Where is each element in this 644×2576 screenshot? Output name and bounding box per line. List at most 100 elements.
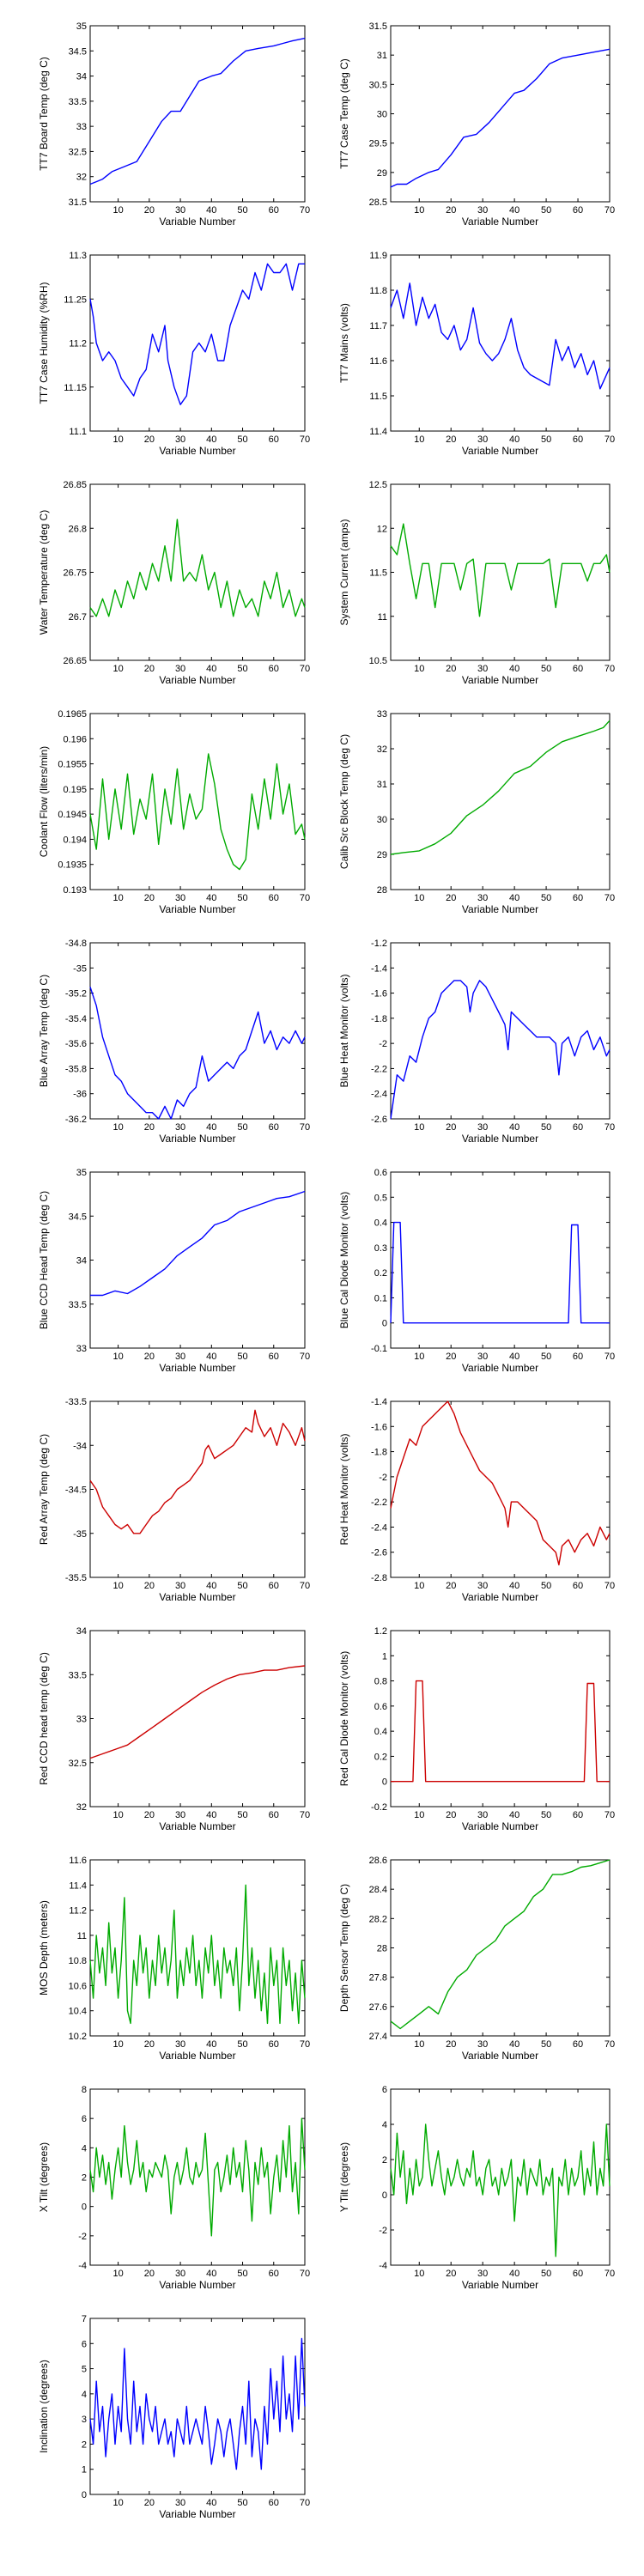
x-axis-label: Variable Number bbox=[462, 2279, 538, 2291]
x-tick-label: 20 bbox=[144, 2269, 155, 2279]
y-tick-label: 11.6 bbox=[369, 356, 387, 367]
x-tick-label: 70 bbox=[605, 664, 615, 674]
y-tick-label: 26.8 bbox=[69, 524, 87, 534]
x-tick-label: 20 bbox=[446, 2269, 456, 2279]
x-tick-label: 70 bbox=[300, 205, 310, 216]
x-tick-label: 70 bbox=[300, 664, 310, 674]
plot-frame bbox=[89, 2088, 306, 2266]
chart-panel: 10 20 30 40 50 60 70 0.193 0.1935 0.194 0.1945 0.19… bbox=[38, 709, 310, 915]
y-tick-label: -34.5 bbox=[65, 1485, 87, 1496]
x-tick-label: 10 bbox=[414, 1122, 424, 1133]
data-series-line bbox=[89, 37, 306, 185]
y-tick-label: 4 bbox=[82, 2390, 87, 2400]
y-tick-label: 11.8 bbox=[369, 286, 387, 296]
data-series-line bbox=[390, 980, 611, 1120]
y-tick-label: 34.5 bbox=[69, 1212, 87, 1222]
x-tick-label: 60 bbox=[573, 1581, 583, 1591]
y-tick-label: -0.1 bbox=[371, 1344, 387, 1354]
y-tick-label: 30 bbox=[377, 110, 387, 120]
x-tick-label: 70 bbox=[300, 1810, 310, 1820]
x-tick-label: 10 bbox=[112, 1810, 123, 1820]
y-axis-label: Red Array Temp (deg C) bbox=[38, 1434, 50, 1545]
y-axis-label: TT7 Case Temp (deg C) bbox=[338, 58, 350, 169]
y-axis-label: Coolant Flow (liters/min) bbox=[38, 746, 50, 857]
y-tick-label: -1.2 bbox=[371, 939, 387, 949]
x-tick-label: 50 bbox=[541, 1810, 551, 1820]
y-tick-label: 0.1965 bbox=[58, 709, 87, 720]
x-tick-label: 70 bbox=[605, 2039, 615, 2050]
y-tick-label: 0 bbox=[82, 2490, 87, 2500]
y-tick-label: -2 bbox=[379, 2226, 387, 2236]
y-tick-label: 0.6 bbox=[374, 1168, 387, 1178]
x-tick-label: 70 bbox=[300, 1122, 310, 1133]
x-tick-label: 20 bbox=[446, 1352, 456, 1362]
y-tick-label: 32.5 bbox=[69, 1759, 87, 1769]
x-tick-label: 10 bbox=[414, 1581, 424, 1591]
y-tick-label: 33.5 bbox=[69, 1300, 87, 1310]
x-tick-label: 20 bbox=[446, 434, 456, 445]
x-tick-label: 20 bbox=[446, 1581, 456, 1591]
y-tick-label: 11.5 bbox=[369, 392, 387, 402]
y-tick-label: 34 bbox=[76, 1626, 87, 1637]
y-axis-label: TT7 Board Temp (deg C) bbox=[38, 57, 50, 171]
y-tick-label: 31.5 bbox=[369, 21, 387, 32]
y-tick-label: 29 bbox=[377, 168, 387, 179]
y-tick-label: 34.5 bbox=[69, 46, 87, 57]
x-tick-label: 50 bbox=[541, 1122, 551, 1133]
data-series-line bbox=[89, 519, 306, 617]
chart-panel: 10 20 30 40 50 60 70 11.4 11.5 11.6 11.7 11.8 11.9 Va… bbox=[338, 251, 615, 457]
y-tick-label: 11.25 bbox=[64, 295, 87, 305]
y-tick-label: 5 bbox=[82, 2365, 87, 2375]
y-tick-label: 0.4 bbox=[374, 1218, 387, 1229]
x-tick-label: 50 bbox=[541, 1352, 551, 1362]
x-tick-label: 40 bbox=[509, 664, 519, 674]
x-tick-label: 70 bbox=[300, 434, 310, 445]
data-series-line bbox=[89, 753, 306, 871]
x-tick-label: 10 bbox=[112, 2039, 123, 2050]
y-tick-label: -2 bbox=[78, 2232, 87, 2242]
y-axis-label: Blue Cal Diode Monitor (volts) bbox=[338, 1192, 350, 1328]
y-tick-label: 35 bbox=[76, 21, 87, 32]
x-axis-label: Variable Number bbox=[462, 674, 538, 686]
x-axis-label: Variable Number bbox=[159, 216, 235, 228]
y-tick-label: 0.2 bbox=[374, 1752, 387, 1762]
x-axis-label: Variable Number bbox=[462, 445, 538, 457]
x-tick-label: 60 bbox=[269, 2498, 279, 2508]
y-tick-label: -2 bbox=[379, 1039, 387, 1049]
x-tick-label: 50 bbox=[541, 1581, 551, 1591]
x-tick-label: 70 bbox=[300, 2039, 310, 2050]
y-tick-label: 10.5 bbox=[369, 656, 387, 666]
x-tick-label: 50 bbox=[237, 893, 247, 903]
data-series-line bbox=[390, 720, 611, 855]
x-tick-label: 30 bbox=[477, 1352, 488, 1362]
x-tick-label: 50 bbox=[541, 205, 551, 216]
x-tick-label: 50 bbox=[237, 2039, 247, 2050]
x-tick-label: 70 bbox=[605, 1581, 615, 1591]
y-tick-label: 27.8 bbox=[369, 1973, 387, 1984]
chart-panel: 10 20 30 40 50 60 70 -4 -2 0 2 4 6 8 Variable Number X … bbox=[38, 2085, 310, 2291]
y-tick-label: 28.4 bbox=[369, 1885, 387, 1895]
y-axis-label: MOS Depth (meters) bbox=[38, 1900, 50, 1996]
chart-panel: 10 20 30 40 50 60 70 -0.1 0 0.1 0.2 0.3 0.4 0.5 0.6 Var… bbox=[338, 1168, 615, 1374]
plot-frame bbox=[390, 1400, 611, 1578]
x-axis-label: Variable Number bbox=[462, 216, 538, 228]
chart-panel: 10 20 30 40 50 60 70 10.5 11 11.5 12 12.5 Variable N… bbox=[338, 480, 615, 686]
x-tick-label: 60 bbox=[269, 1122, 279, 1133]
x-tick-label: 40 bbox=[509, 2269, 519, 2279]
y-axis-label: Red Cal Diode Monitor (volts) bbox=[338, 1651, 350, 1786]
x-tick-label: 70 bbox=[300, 2498, 310, 2508]
data-series-line bbox=[390, 1859, 611, 2030]
y-tick-label: 31 bbox=[377, 51, 387, 61]
plot-frame bbox=[89, 1400, 306, 1578]
x-tick-label: 20 bbox=[144, 893, 155, 903]
y-tick-label: 0 bbox=[382, 1319, 387, 1329]
x-tick-label: 30 bbox=[175, 1122, 185, 1133]
y-tick-label: 10.2 bbox=[69, 2032, 87, 2042]
y-axis-label: TT7 Mains (volts) bbox=[338, 303, 350, 383]
x-tick-label: 40 bbox=[206, 434, 216, 445]
y-tick-label: -35.5 bbox=[65, 1573, 87, 1583]
data-series-line bbox=[89, 1409, 306, 1534]
plot-frame bbox=[89, 713, 306, 890]
y-tick-label: -34.8 bbox=[65, 939, 87, 949]
y-axis-label: System Current (amps) bbox=[338, 519, 350, 625]
